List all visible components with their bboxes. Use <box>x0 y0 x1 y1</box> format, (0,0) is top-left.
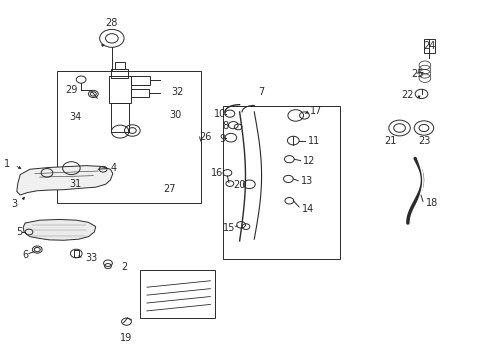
Text: 16: 16 <box>210 168 223 178</box>
Text: 26: 26 <box>199 132 211 142</box>
Bar <box>131 89 149 97</box>
Text: 17: 17 <box>310 106 322 116</box>
Text: 6: 6 <box>23 249 29 260</box>
Text: 28: 28 <box>105 18 118 28</box>
Bar <box>140 270 215 318</box>
Bar <box>111 103 129 132</box>
Text: 4: 4 <box>110 163 116 173</box>
Text: 15: 15 <box>223 224 235 233</box>
Text: 29: 29 <box>65 85 78 95</box>
Text: 13: 13 <box>300 176 312 186</box>
Text: 10: 10 <box>213 109 225 119</box>
Text: 14: 14 <box>302 204 314 214</box>
Text: 20: 20 <box>233 180 245 190</box>
Text: 21: 21 <box>384 136 396 145</box>
Text: 31: 31 <box>69 179 81 189</box>
Bar <box>74 250 79 257</box>
Text: 9: 9 <box>220 134 225 144</box>
Text: 24: 24 <box>422 41 435 50</box>
Bar <box>109 76 131 103</box>
Bar <box>423 39 434 53</box>
Text: 7: 7 <box>258 87 264 97</box>
Text: 8: 8 <box>222 121 228 131</box>
Text: 5: 5 <box>16 227 22 237</box>
Bar <box>57 71 200 203</box>
Text: 27: 27 <box>163 184 176 194</box>
PathPatch shape <box>17 166 113 195</box>
Text: 1: 1 <box>3 159 10 169</box>
Bar <box>222 107 339 259</box>
Text: 3: 3 <box>11 199 18 209</box>
Text: 25: 25 <box>410 69 423 79</box>
Text: 19: 19 <box>120 333 132 343</box>
Text: 2: 2 <box>121 262 127 272</box>
PathPatch shape <box>23 220 96 240</box>
Text: 34: 34 <box>69 112 81 122</box>
Text: 30: 30 <box>168 111 181 121</box>
Text: 18: 18 <box>426 198 438 208</box>
Bar <box>111 69 128 78</box>
Text: 22: 22 <box>401 90 413 100</box>
Text: 33: 33 <box>85 253 98 263</box>
Bar <box>131 76 150 85</box>
Text: 23: 23 <box>418 136 430 145</box>
Text: 11: 11 <box>307 136 320 145</box>
Bar <box>115 62 125 69</box>
Text: 32: 32 <box>171 87 183 97</box>
Text: 12: 12 <box>303 156 315 166</box>
